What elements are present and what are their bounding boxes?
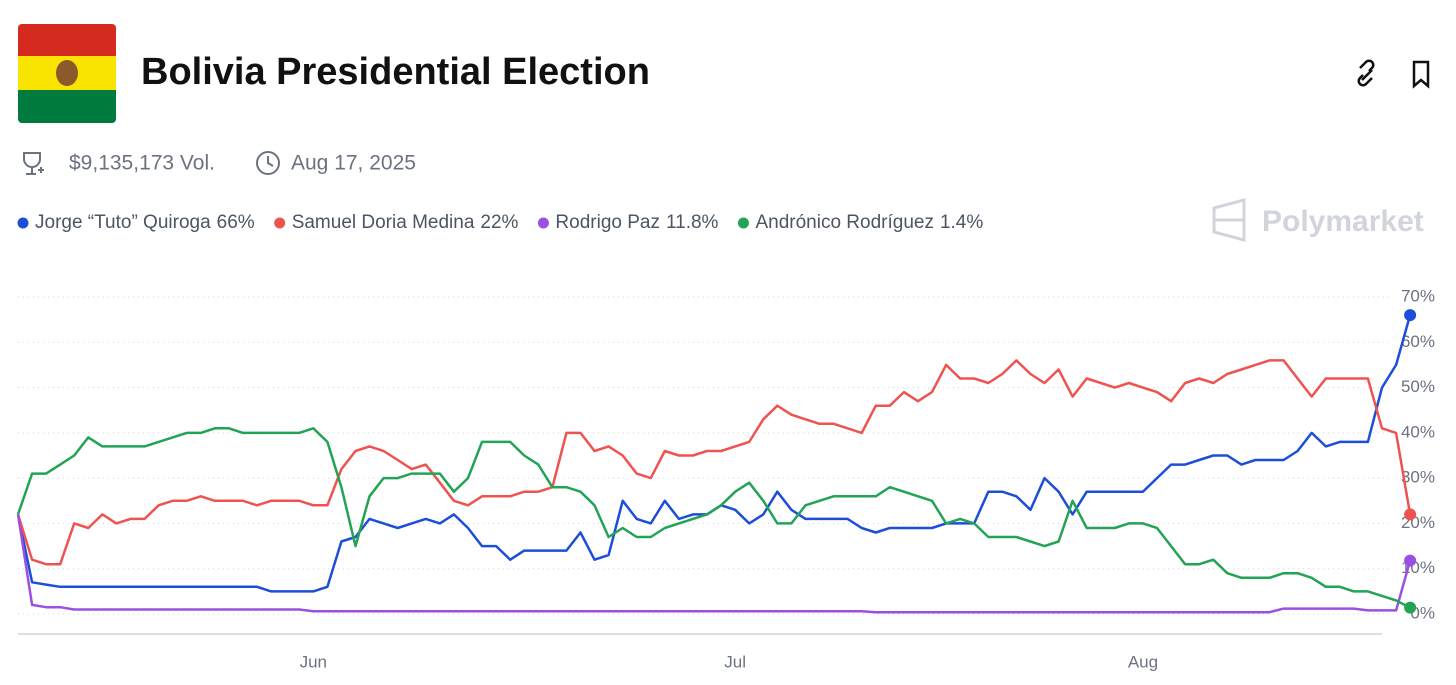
flag-green-edge <box>18 89 116 99</box>
series-line <box>16 514 1412 614</box>
bookmark-icon[interactable] <box>1412 60 1430 89</box>
legend-name: Jorge “Tuto” Quiroga <box>35 212 211 233</box>
legend-value: 66% <box>217 212 255 233</box>
brand-logo <box>1212 198 1246 242</box>
trophy-icon <box>23 152 44 175</box>
legend-swatch <box>274 217 286 229</box>
end-dot <box>1404 508 1417 521</box>
y-tick-label: 60% <box>1401 332 1435 351</box>
clock-icon <box>256 151 280 175</box>
y-tick-label: 0% <box>1410 603 1435 622</box>
y-tick-label: 40% <box>1401 422 1435 441</box>
legend: Jorge “Tuto” Quiroga 66% Samuel Doria Medi… <box>17 212 983 233</box>
title: Bolivia Presidential Election <box>141 51 650 93</box>
series-line <box>16 427 1411 609</box>
flag <box>18 24 116 123</box>
brand: Polymarket <box>1212 198 1424 242</box>
legend-name: Rodrigo Paz <box>555 212 660 233</box>
flag-red-edge <box>18 48 116 58</box>
clock-hands <box>267 156 274 167</box>
legend-value: 22% <box>480 212 518 233</box>
x-tick-label: Jun <box>300 652 327 671</box>
series-line <box>16 314 1412 593</box>
flag-emblem <box>56 60 78 86</box>
y-tick-label: 50% <box>1401 377 1435 396</box>
plot: 0%10%20%30%40%50%60%70%Jun Jul Aug <box>16 286 1435 671</box>
legend-value: 1.4% <box>940 212 983 233</box>
brand-name: Polymarket <box>1262 205 1424 238</box>
series-line <box>16 359 1412 566</box>
end-dot <box>1404 309 1417 322</box>
y-tick-label: 70% <box>1401 286 1435 305</box>
end-date: Aug 17, 2025 <box>291 152 416 175</box>
end-dot <box>1404 554 1417 567</box>
legend-swatch <box>17 217 29 229</box>
legend-name: Samuel Doria Medina <box>292 212 475 233</box>
header-icons <box>1357 59 1430 89</box>
y-tick-label: 30% <box>1401 468 1435 487</box>
legend-value: 11.8% <box>666 212 719 233</box>
legend-swatch <box>537 217 549 229</box>
volume: $9,135,173 Vol. <box>69 152 215 175</box>
x-tick-label: Aug <box>1128 652 1158 671</box>
legend-name: Andrónico Rodríguez <box>755 212 934 233</box>
x-tick-label: Jul <box>724 652 746 671</box>
end-dot <box>1404 601 1417 614</box>
link-icon[interactable] <box>1357 59 1375 87</box>
meta-icons <box>23 151 280 175</box>
legend-swatch <box>737 217 749 229</box>
